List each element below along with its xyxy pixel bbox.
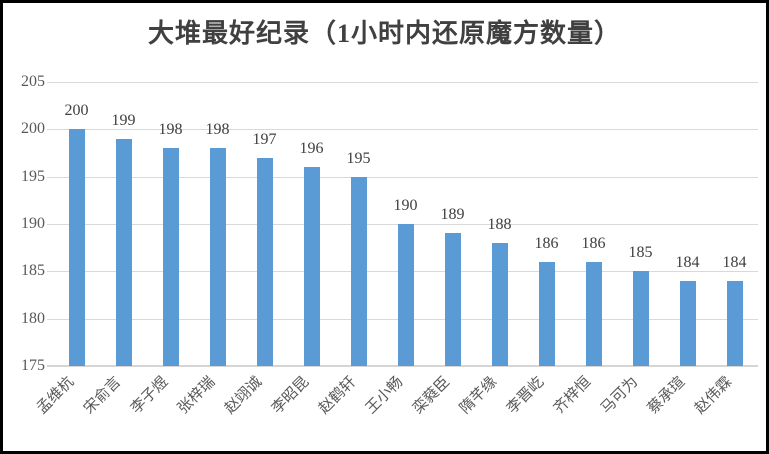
- data-label: 185: [628, 244, 653, 262]
- y-tick-label: 205: [21, 73, 45, 90]
- x-category-label-text: 赵鹤轩: [316, 374, 360, 418]
- gridline: [47, 176, 758, 178]
- chart-title: 大堆最好纪录（1小时内还原魔方数量）: [147, 19, 621, 48]
- x-axis-line: [47, 365, 758, 367]
- data-label: 186: [534, 234, 559, 252]
- bar: [162, 148, 179, 366]
- x-category-label-text: 马可为: [598, 374, 642, 418]
- x-category-label-text: 王小畅: [363, 374, 407, 418]
- data-label: 190: [393, 197, 418, 214]
- bar: [209, 148, 226, 366]
- x-category-label-text: 隋芊缘: [457, 374, 501, 418]
- bar: [632, 271, 649, 366]
- bar: [444, 233, 461, 366]
- data-label: 199: [111, 111, 136, 129]
- data-label: 196: [299, 140, 324, 158]
- bar: [350, 176, 367, 366]
- gridline: [47, 129, 758, 131]
- x-category-label-text: 李晋屹: [504, 374, 548, 418]
- bar: [115, 138, 132, 366]
- bar: [68, 129, 85, 366]
- y-tick-label: 175: [21, 357, 45, 374]
- y-tick-label: 185: [21, 262, 45, 280]
- x-category-label-text: 蔡承瑄: [645, 374, 689, 418]
- x-category-label-text: 宋俞言: [81, 374, 125, 418]
- bar: [491, 242, 508, 366]
- data-label: 200: [64, 102, 89, 120]
- bar: [538, 261, 555, 366]
- y-tick-label: 195: [21, 167, 45, 185]
- data-label: 197: [252, 130, 277, 148]
- x-category-label-text: 李子煜: [128, 374, 172, 418]
- data-label: 184: [722, 253, 747, 271]
- data-label: 184: [675, 253, 700, 271]
- data-label: 198: [205, 121, 230, 139]
- y-tick-label: 200: [21, 120, 45, 138]
- data-label: 189: [440, 206, 465, 224]
- x-category-label-text: 孟维杭: [34, 374, 78, 418]
- x-category-label-text: 栾蕤臣: [410, 374, 454, 418]
- bar: [585, 261, 602, 366]
- bar: [679, 280, 696, 366]
- x-category-label-text: 李昭昆: [269, 374, 313, 418]
- data-label: 198: [158, 121, 183, 139]
- x-category-label-text: 赵翊诚: [222, 374, 266, 418]
- x-category-label-text: 齐梓恒: [551, 374, 595, 418]
- bar: [303, 167, 320, 366]
- data-label: 195: [346, 149, 371, 167]
- y-tick-label: 190: [21, 215, 45, 232]
- gridline: [47, 82, 758, 83]
- x-category-label-text: 张梓瑞: [175, 374, 219, 418]
- bar: [256, 157, 273, 366]
- bar: [397, 224, 414, 366]
- bar: [726, 280, 743, 366]
- data-label: 188: [487, 215, 512, 233]
- y-tick-label: 180: [21, 309, 45, 327]
- x-category-label-text: 赵伟霖: [692, 374, 736, 418]
- data-label: 186: [581, 234, 606, 252]
